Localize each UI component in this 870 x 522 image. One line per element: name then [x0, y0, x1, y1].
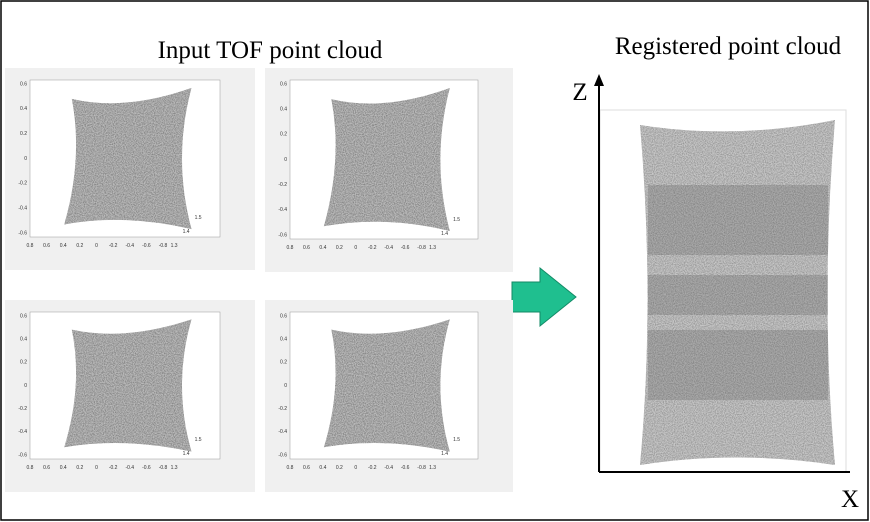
axis-z-label: Z — [572, 79, 587, 106]
x-tick-label: -0.2 — [368, 245, 377, 251]
panel: 0.6 0.4 0.2 0 -0.2 -0.4 -0.6 0.8 0.6 0.4 0.2 0 -0.2 -… — [265, 300, 513, 492]
x-tick-label: -0.4 — [125, 243, 134, 249]
x-tick-label: 0.2 — [76, 465, 83, 471]
depth-tick-label: 1.3 — [429, 465, 436, 471]
y-tick-label: 0.4 — [280, 106, 287, 112]
x-tick-label: -0.2 — [109, 243, 118, 249]
registered-cloud — [600, 110, 846, 472]
x-tick-label: 0.6 — [43, 465, 50, 471]
x-tick-label: 0.8 — [287, 245, 294, 251]
y-tick-label: 0.6 — [20, 81, 27, 87]
point-cloud-texture — [324, 319, 450, 451]
x-tick-label: 0.6 — [303, 465, 310, 471]
x-tick-label: 0.6 — [303, 245, 310, 251]
y-tick-label: -0.6 — [18, 230, 27, 236]
x-tick-label: -0.6 — [401, 245, 410, 251]
x-tick-label: -0.6 — [142, 243, 151, 249]
y-tick-label: 0 — [24, 383, 27, 389]
y-tick-label: -0.2 — [18, 181, 27, 187]
y-tick-label: -0.4 — [18, 429, 27, 435]
x-tick-label: -0.6 — [142, 465, 151, 471]
x-tick-label: -0.6 — [401, 465, 410, 471]
left-title: Input TOF point cloud — [158, 37, 383, 64]
depth-tick-label: 1.4 — [183, 451, 190, 457]
y-tick-label: 0.4 — [20, 336, 27, 342]
x-tick-label: 0 — [95, 243, 98, 249]
y-tick-label: 0 — [284, 157, 287, 163]
depth-tick-label: 1.5 — [195, 215, 202, 221]
x-tick-label: -0.8 — [159, 465, 168, 471]
x-tick-label: 0.4 — [60, 465, 67, 471]
y-tick-label: -0.4 — [18, 205, 27, 211]
x-tick-label: 0 — [354, 245, 357, 251]
x-tick-label: 0.4 — [319, 465, 326, 471]
y-tick-label: 0.2 — [20, 131, 27, 137]
y-tick-label: -0.6 — [18, 452, 27, 458]
arrow — [512, 268, 576, 326]
point-cloud-texture — [64, 319, 191, 451]
x-tick-label: 0.2 — [336, 245, 343, 251]
y-tick-label: -0.6 — [278, 452, 287, 458]
panel: 0.6 0.4 0.2 0 -0.2 -0.4 -0.6 0.8 0.6 0.4 0.2 0 -0.2 -… — [5, 68, 255, 270]
x-tick-label: -0.4 — [384, 465, 393, 471]
y-tick-label: 0.6 — [20, 313, 27, 319]
depth-tick-label: 1.5 — [195, 437, 202, 443]
depth-tick-label: 1.3 — [429, 245, 436, 251]
figure: Input TOF point cloud Registered point c… — [0, 0, 870, 522]
y-tick-label: 0.2 — [280, 132, 287, 138]
x-tick-label: -0.2 — [109, 465, 118, 471]
depth-tick-label: 1.4 — [183, 229, 190, 235]
x-tick-label: -0.4 — [125, 465, 134, 471]
point-cloud-texture — [64, 88, 191, 229]
x-tick-label: -0.8 — [417, 245, 426, 251]
y-tick-label: 0.6 — [280, 81, 287, 87]
x-tick-label: -0.8 — [417, 465, 426, 471]
y-tick-label: -0.4 — [278, 207, 287, 213]
depth-tick-label: 1.5 — [453, 217, 460, 223]
x-tick-label: 0 — [95, 465, 98, 471]
x-tick-label: 0.6 — [43, 243, 50, 249]
y-tick-label: -0.6 — [278, 232, 287, 238]
x-tick-label: 0 — [354, 465, 357, 471]
y-tick-label: -0.2 — [278, 406, 287, 412]
y-tick-label: -0.2 — [278, 182, 287, 188]
y-tick-label: 0.2 — [20, 360, 27, 366]
right-title: Registered point cloud — [615, 33, 842, 60]
point-cloud-texture — [324, 88, 450, 231]
x-tick-label: 0.8 — [27, 243, 34, 249]
x-tick-label: 0.8 — [287, 465, 294, 471]
depth-tick-label: 1.4 — [441, 451, 448, 457]
depth-tick-label: 1.5 — [453, 437, 460, 443]
x-tick-label: 0.2 — [76, 243, 83, 249]
depth-tick-label: 1.3 — [171, 465, 178, 471]
y-tick-label: 0 — [284, 383, 287, 389]
x-tick-label: 0.4 — [319, 245, 326, 251]
axis-x-label: X — [841, 486, 859, 513]
y-tick-label: 0.2 — [280, 360, 287, 366]
y-tick-label: -0.2 — [18, 406, 27, 412]
x-tick-label: -0.4 — [384, 245, 393, 251]
y-tick-label: -0.4 — [278, 429, 287, 435]
depth-tick-label: 1.4 — [441, 231, 448, 237]
panel: 0.6 0.4 0.2 0 -0.2 -0.4 -0.6 0.8 0.6 0.4 0.2 0 -0.2 -… — [5, 300, 255, 492]
panel: 0.6 0.4 0.2 0 -0.2 -0.4 -0.6 0.8 0.6 0.4 0.2 0 -0.2 -… — [265, 68, 513, 272]
x-tick-label: 0.8 — [27, 465, 34, 471]
x-tick-label: 0.2 — [336, 465, 343, 471]
y-tick-label: 0.4 — [20, 106, 27, 112]
x-tick-label: -0.8 — [159, 243, 168, 249]
x-tick-label: 0.4 — [60, 243, 67, 249]
x-tick-label: -0.2 — [368, 465, 377, 471]
depth-tick-label: 1.3 — [171, 243, 178, 249]
y-tick-label: 0.4 — [280, 336, 287, 342]
y-tick-label: 0 — [24, 156, 27, 162]
y-tick-label: 0.6 — [280, 313, 287, 319]
